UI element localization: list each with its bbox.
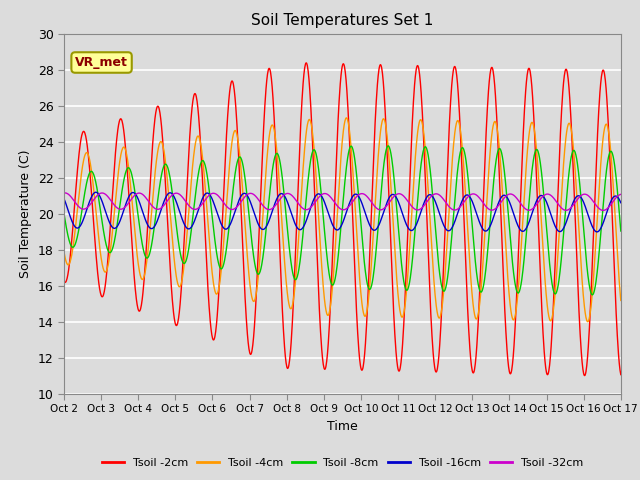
Tsoil -8cm	[617, 228, 625, 234]
Tsoil -4cm	[170, 257, 178, 263]
Line: Tsoil -16cm: Tsoil -16cm	[64, 192, 621, 232]
Tsoil -16cm	[429, 194, 437, 200]
Line: Tsoil -32cm: Tsoil -32cm	[64, 193, 621, 210]
Tsoil -16cm	[502, 193, 509, 199]
Line: Tsoil -4cm: Tsoil -4cm	[64, 118, 621, 322]
Tsoil -32cm	[61, 190, 68, 196]
Tsoil -4cm	[246, 283, 254, 289]
Tsoil -4cm	[429, 267, 437, 273]
Tsoil -8cm	[170, 206, 178, 212]
Tsoil -4cm	[551, 291, 559, 297]
Tsoil -2cm	[580, 372, 588, 378]
Tsoil -8cm	[429, 199, 437, 204]
Tsoil -16cm	[184, 226, 192, 232]
Tsoil -32cm	[184, 202, 192, 208]
Tsoil -4cm	[617, 298, 625, 303]
X-axis label: Time: Time	[327, 420, 358, 432]
Y-axis label: Soil Temperature (C): Soil Temperature (C)	[19, 149, 32, 278]
Tsoil -32cm	[617, 192, 625, 197]
Tsoil -16cm	[617, 200, 625, 205]
Tsoil -8cm	[551, 291, 559, 297]
Tsoil -8cm	[588, 292, 596, 298]
Tsoil -32cm	[171, 191, 179, 196]
Tsoil -2cm	[60, 278, 68, 284]
Tsoil -8cm	[246, 223, 254, 228]
Tsoil -4cm	[342, 115, 350, 121]
Tsoil -4cm	[502, 246, 509, 252]
Tsoil -2cm	[617, 372, 625, 377]
Line: Tsoil -2cm: Tsoil -2cm	[64, 63, 621, 375]
Text: VR_met: VR_met	[75, 56, 128, 69]
Tsoil -2cm	[246, 351, 254, 357]
Line: Tsoil -8cm: Tsoil -8cm	[64, 146, 621, 295]
Tsoil -4cm	[184, 221, 191, 227]
Tsoil -8cm	[385, 143, 392, 149]
Tsoil -16cm	[246, 199, 254, 205]
Tsoil -2cm	[170, 315, 178, 321]
Tsoil -16cm	[92, 189, 100, 195]
Tsoil -32cm	[551, 197, 559, 203]
Tsoil -2cm	[302, 60, 310, 66]
Tsoil -32cm	[60, 190, 68, 196]
Tsoil -16cm	[171, 195, 179, 201]
Tsoil -2cm	[429, 350, 437, 356]
Tsoil -32cm	[246, 191, 254, 196]
Tsoil -32cm	[599, 207, 607, 213]
Tsoil -16cm	[593, 229, 601, 235]
Tsoil -2cm	[184, 167, 191, 172]
Tsoil -8cm	[502, 183, 509, 189]
Tsoil -16cm	[60, 196, 68, 202]
Tsoil -8cm	[184, 251, 191, 257]
Tsoil -32cm	[429, 192, 437, 198]
Title: Soil Temperatures Set 1: Soil Temperatures Set 1	[252, 13, 433, 28]
Tsoil -16cm	[551, 223, 559, 229]
Tsoil -2cm	[551, 264, 559, 269]
Tsoil -2cm	[502, 329, 509, 335]
Tsoil -4cm	[584, 319, 591, 324]
Legend: Tsoil -2cm, Tsoil -4cm, Tsoil -8cm, Tsoil -16cm, Tsoil -32cm: Tsoil -2cm, Tsoil -4cm, Tsoil -8cm, Tsoi…	[97, 453, 588, 472]
Tsoil -4cm	[60, 249, 68, 255]
Tsoil -8cm	[60, 211, 68, 216]
Tsoil -32cm	[502, 193, 509, 199]
